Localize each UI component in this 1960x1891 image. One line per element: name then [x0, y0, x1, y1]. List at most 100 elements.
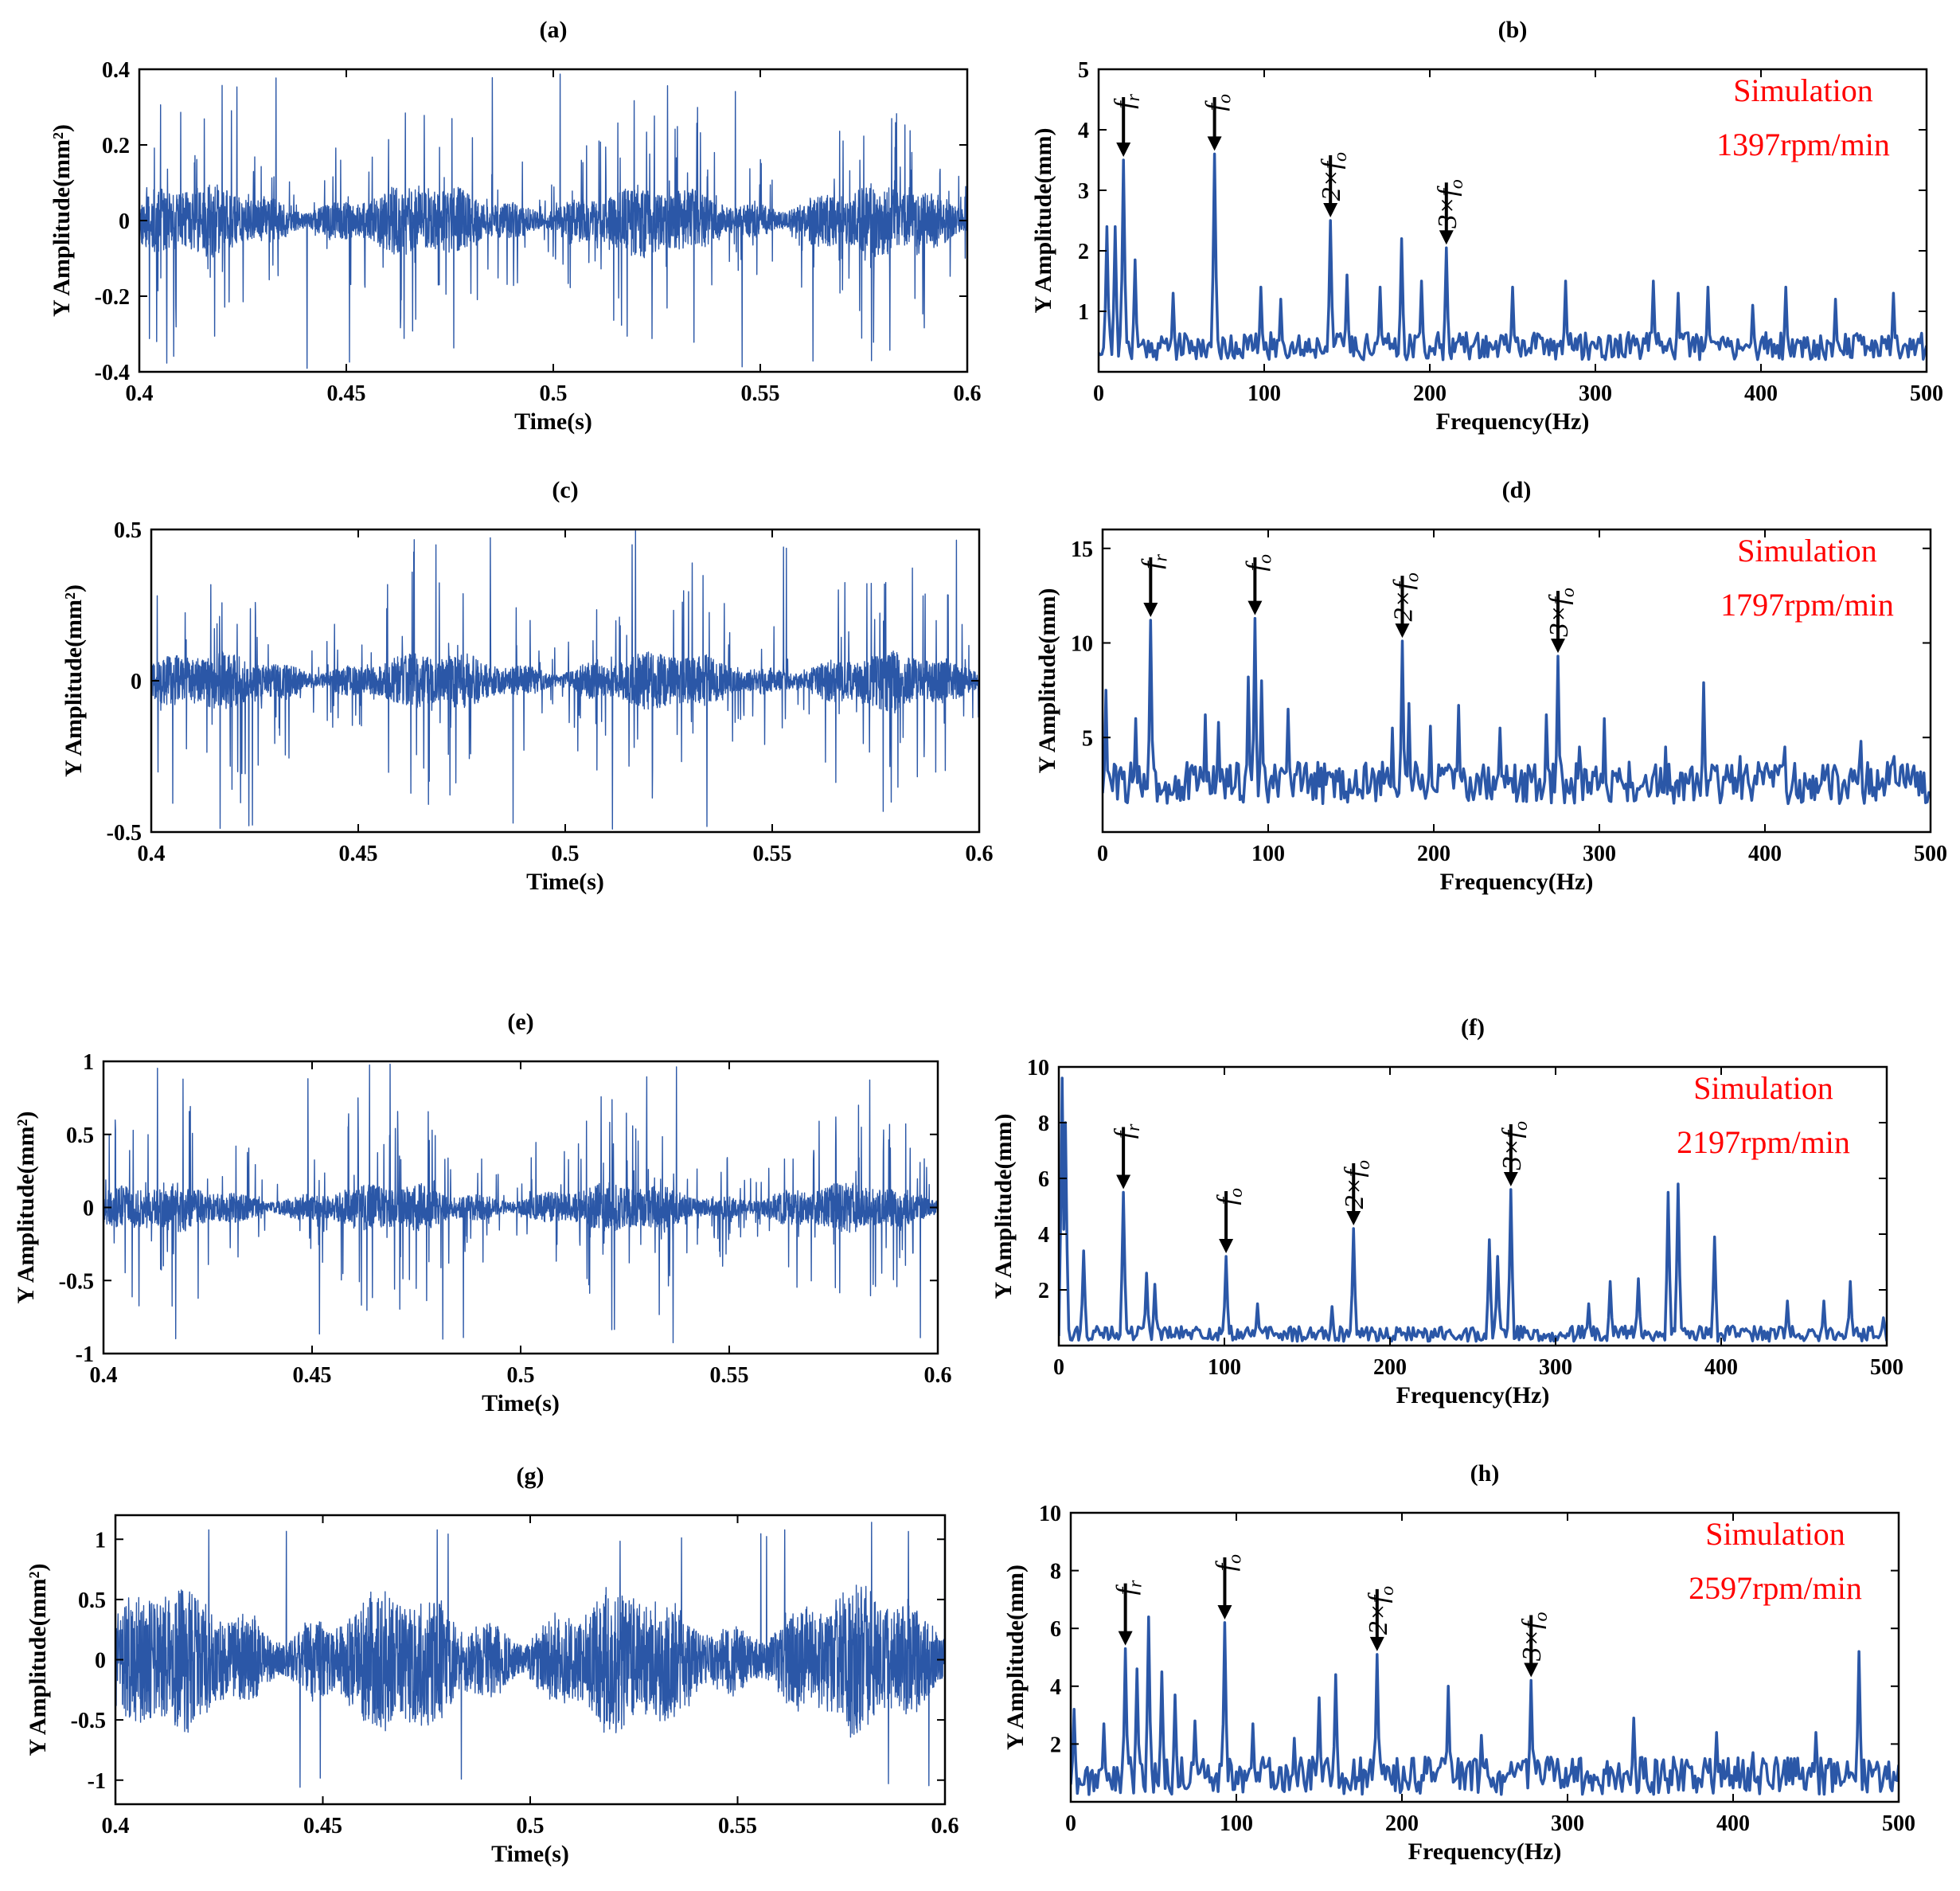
y-tick-label: 2	[1050, 1733, 1061, 1757]
y-tick-label: -0.5	[107, 821, 142, 846]
peak-label: 3×fo	[1433, 179, 1467, 229]
x-tick-label: 0.45	[327, 381, 366, 406]
peak-label: 3×fo	[1517, 1612, 1552, 1662]
y-tick-label: 0	[131, 670, 142, 694]
x-tick-label: 0.45	[339, 842, 378, 866]
x-tick-label: 0.4	[102, 1814, 130, 1838]
x-tick-label: 100	[1208, 1355, 1241, 1380]
peak-label: fr	[1137, 553, 1171, 568]
x-tick-label: 0	[1093, 381, 1104, 406]
x-tick-label: 400	[1744, 381, 1778, 406]
plot-frame	[1069, 1511, 1900, 1803]
y-tick-label: 10	[1027, 1056, 1049, 1080]
rpm-label: 2197rpm/min	[1677, 1124, 1850, 1160]
x-tick-label: 0.5	[540, 381, 568, 406]
peak-label-subscript: r	[1123, 1123, 1144, 1131]
peak-arrow-head	[1323, 203, 1338, 217]
y-tick-label: -0.5	[59, 1269, 94, 1294]
peak-arrow-head	[1207, 136, 1222, 151]
peak-label: fr	[1110, 93, 1144, 108]
x-tick-label: 0.6	[924, 1363, 952, 1388]
peak-arrow-head	[1116, 143, 1131, 157]
time-series-trace	[139, 73, 967, 369]
panel-f: (f) 0 100 200 300 400 500 2 4 6 8 10 Frequency(Hz) Y …	[990, 1014, 1903, 1408]
peak-arrow	[1346, 1163, 1361, 1225]
y-axis-label: Y Amplitude(mm²)	[61, 584, 87, 777]
x-axis-label: Frequency(Hz)	[1408, 1838, 1562, 1865]
y-tick-label: -0.5	[71, 1709, 106, 1733]
peak-label-prefix: 2×f	[1340, 1166, 1369, 1209]
peak-arrow-head	[1369, 1636, 1384, 1651]
peak-label-subscript: o	[1511, 1121, 1532, 1131]
x-tick-label: 0.5	[517, 1814, 545, 1838]
y-tick-label: 6	[1038, 1167, 1049, 1192]
y-tick-label: -1	[76, 1342, 94, 1367]
spectrum-trace	[1059, 1076, 1887, 1343]
x-tick-label: 0.5	[507, 1363, 535, 1388]
y-axis-label: Y Amplitude(mm)	[1034, 588, 1060, 773]
y-tick-label: 2	[1078, 240, 1089, 264]
x-tick-label: 0.45	[293, 1363, 332, 1388]
x-tick-label: 0.6	[931, 1814, 959, 1838]
peak-label-prefix: 2×f	[1364, 1592, 1393, 1635]
x-axis-label: Time(s)	[491, 1841, 569, 1867]
time-series-trace	[151, 530, 979, 830]
y-tick-label: 0.4	[102, 58, 130, 83]
simulation-label: Simulation	[1737, 533, 1877, 568]
panel-title: (h)	[1470, 1460, 1500, 1487]
x-tick-label: 300	[1579, 381, 1612, 406]
peak-label: fo	[1241, 554, 1275, 571]
x-tick-label: 200	[1385, 1811, 1419, 1836]
time-series-trace	[103, 1063, 938, 1344]
peak-label-subscript: o	[1353, 1160, 1374, 1170]
peak-label-subscript: o	[1447, 179, 1467, 189]
x-tick-label: 300	[1539, 1355, 1572, 1380]
simulation-label: Simulation	[1693, 1070, 1833, 1106]
panel-a: (a) 0.4 0.45 0.5 0.55 0.6 -0.4 -0.2 0 0.2 0.4 Time(…	[49, 17, 982, 435]
x-tick-label: 400	[1748, 842, 1782, 866]
y-tick-label: 6	[1050, 1617, 1061, 1642]
peak-label-prefix: 2×f	[1388, 579, 1418, 622]
peak-label: fo	[1201, 94, 1236, 111]
x-tick-label: 0.4	[138, 842, 166, 866]
x-axis-label: Time(s)	[482, 1390, 560, 1416]
x-tick-label: 0	[1097, 842, 1108, 866]
x-axis-label: Frequency(Hz)	[1440, 869, 1594, 895]
y-tick-label: 4	[1038, 1223, 1049, 1248]
x-tick-label: 500	[1914, 842, 1947, 866]
x-tick-label: 0.4	[90, 1363, 118, 1388]
peak-label-subscript: r	[1150, 553, 1171, 561]
rpm-label: 1797rpm/min	[1720, 587, 1894, 623]
peak-label-prefix: 3×f	[1517, 1618, 1547, 1662]
peak-arrow-head	[1551, 639, 1565, 654]
panel-title: (c)	[552, 477, 578, 503]
x-tick-label: 0.4	[126, 381, 154, 406]
panel-b: (b) 0 100 200 300 400 500 1 2 3 4 5 Frequency(Hz) Y A…	[1030, 17, 1943, 435]
simulation-label: Simulation	[1733, 72, 1873, 108]
peak-arrow	[1323, 155, 1338, 217]
peak-arrow-head	[1524, 1662, 1539, 1678]
panel-title: (g)	[517, 1463, 545, 1489]
peak-label-subscript: o	[1558, 588, 1579, 597]
x-tick-label: 100	[1251, 842, 1285, 866]
x-tick-label: 0	[1053, 1355, 1064, 1380]
peak-arrow	[1207, 97, 1222, 151]
peak-arrow	[1369, 1588, 1384, 1651]
peak-arrow-head	[1143, 603, 1158, 617]
peak-label-subscript: o	[1226, 1188, 1247, 1198]
peak-arrow	[1118, 1583, 1133, 1646]
y-tick-label: 0.5	[66, 1123, 94, 1148]
peak-label-subscript: o	[1215, 94, 1236, 104]
y-tick-label: 0	[119, 209, 130, 234]
peak-arrow	[1503, 1124, 1518, 1186]
peak-arrow-head	[1116, 1174, 1131, 1190]
y-tick-label: -0.4	[95, 361, 130, 385]
x-tick-label: 0	[1065, 1811, 1076, 1836]
x-tick-label: 400	[1704, 1355, 1738, 1380]
y-axis-label: Y Amplitude(mm²)	[49, 124, 75, 317]
x-tick-label: 300	[1551, 1811, 1584, 1836]
peak-label-subscript: o	[1330, 152, 1351, 162]
peak-arrow	[1217, 1557, 1232, 1619]
y-tick-label: 8	[1050, 1560, 1061, 1584]
